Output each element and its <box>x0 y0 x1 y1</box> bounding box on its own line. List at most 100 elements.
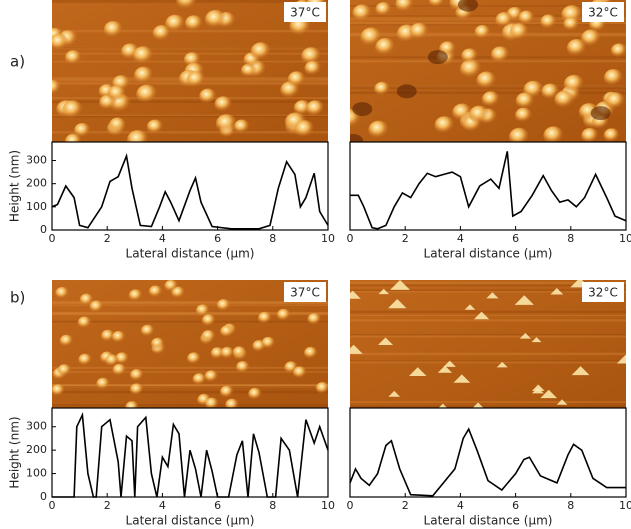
afm-streak <box>52 321 328 323</box>
afm-particle <box>129 289 143 302</box>
afm-particle <box>461 48 478 63</box>
x-tick-label: 2 <box>402 232 409 245</box>
afm-particle <box>368 121 389 140</box>
afm-particle <box>604 69 624 87</box>
x-tick-label: 8 <box>269 499 276 512</box>
afm-particle <box>58 364 72 377</box>
afm-pit <box>428 50 448 64</box>
afm-streak <box>52 404 328 406</box>
afm-streak <box>350 319 626 321</box>
afm-particle <box>220 325 234 338</box>
afm-particle <box>215 96 233 112</box>
x-tick-label: 10 <box>321 232 335 245</box>
afm-streak <box>52 386 328 387</box>
plot-frame <box>350 408 626 497</box>
afm-particle <box>251 42 272 60</box>
afm-particle <box>611 43 627 58</box>
afm-particle <box>185 15 203 32</box>
afm-particle <box>307 313 321 326</box>
x-tick-label: 8 <box>269 232 276 245</box>
afm-streak <box>350 311 626 313</box>
afm-particle <box>50 34 69 51</box>
x-tick-label: 6 <box>512 499 519 512</box>
afm-particle <box>112 331 126 344</box>
afm-particle <box>149 285 163 298</box>
afm-particle <box>205 10 227 29</box>
afm-particle <box>360 27 382 46</box>
afm-particle <box>306 100 325 117</box>
afm-particle <box>374 82 390 96</box>
afm-particle <box>130 383 144 396</box>
x-tick-label: 10 <box>619 232 631 245</box>
afm-particle <box>78 354 92 367</box>
afm-particle <box>409 23 429 41</box>
afm-particle <box>196 304 210 317</box>
afm-particle <box>248 388 262 401</box>
afm-particle <box>304 347 318 360</box>
afm-particle <box>236 361 250 374</box>
afm-pit <box>352 102 372 116</box>
y-tick-label: 0 <box>40 490 47 503</box>
afm-particle <box>510 23 529 41</box>
afm-streak <box>52 391 328 394</box>
afm-particle <box>133 46 154 65</box>
afm-image <box>44 0 328 150</box>
afm-streak <box>350 56 626 58</box>
afm-pit <box>591 106 611 120</box>
afm-particle <box>564 75 585 93</box>
x-tick-label: 6 <box>214 499 221 512</box>
afm-particle <box>96 378 110 391</box>
x-axis-label: Lateral distance (µm) <box>424 247 553 261</box>
annotation: 37°C <box>290 6 320 20</box>
afm-particle <box>216 114 238 133</box>
x-tick-label: 4 <box>159 499 166 512</box>
y-axis-label: Height (nm) <box>8 416 22 488</box>
afm-streak <box>350 335 626 337</box>
x-tick-label: 0 <box>49 232 56 245</box>
afm-particle <box>60 335 74 348</box>
panel-label: b) <box>10 289 25 307</box>
afm-particle <box>258 312 272 325</box>
afm-streak <box>350 24 626 25</box>
afm-particle <box>295 120 315 138</box>
afm-streak <box>350 360 626 361</box>
afm-particle <box>491 46 510 63</box>
afm-particle <box>540 14 557 29</box>
afm-particle <box>62 100 83 119</box>
afm-particle <box>293 366 307 379</box>
afm-streak <box>350 60 626 62</box>
afm-particle <box>55 287 69 300</box>
afm-particle <box>151 338 165 351</box>
afm-particle <box>165 15 185 33</box>
x-tick-label: 0 <box>347 232 354 245</box>
afm-particle <box>233 346 247 359</box>
afm-particle <box>134 67 154 85</box>
afm-particle <box>186 71 205 88</box>
afm-content <box>44 0 328 150</box>
x-axis-label: Lateral distance (µm) <box>424 514 553 528</box>
afm-particle <box>304 61 321 76</box>
afm-particle <box>434 116 454 134</box>
afm-particle <box>220 347 234 360</box>
afm-particle <box>130 369 144 382</box>
annotation: 32°C <box>588 6 618 20</box>
afm-particle <box>220 386 234 399</box>
afm-pit <box>397 84 417 98</box>
x-tick-label: 2 <box>104 499 111 512</box>
afm-particle <box>452 103 472 121</box>
afm-particle <box>563 17 579 32</box>
afm-particle <box>495 12 513 28</box>
afm-particle <box>51 384 65 397</box>
afm-particle <box>541 83 560 100</box>
x-tick-label: 4 <box>457 232 464 245</box>
afm-particle <box>108 85 127 102</box>
afm-particle <box>217 299 231 312</box>
afm-particle <box>65 50 82 65</box>
annotation: 32°C <box>588 286 618 300</box>
x-tick-label: 6 <box>512 232 519 245</box>
afm-particle <box>375 2 391 17</box>
x-tick-label: 4 <box>159 232 166 245</box>
afm-particle <box>147 119 164 134</box>
x-tick-label: 0 <box>49 499 56 512</box>
afm-particle <box>262 337 276 350</box>
